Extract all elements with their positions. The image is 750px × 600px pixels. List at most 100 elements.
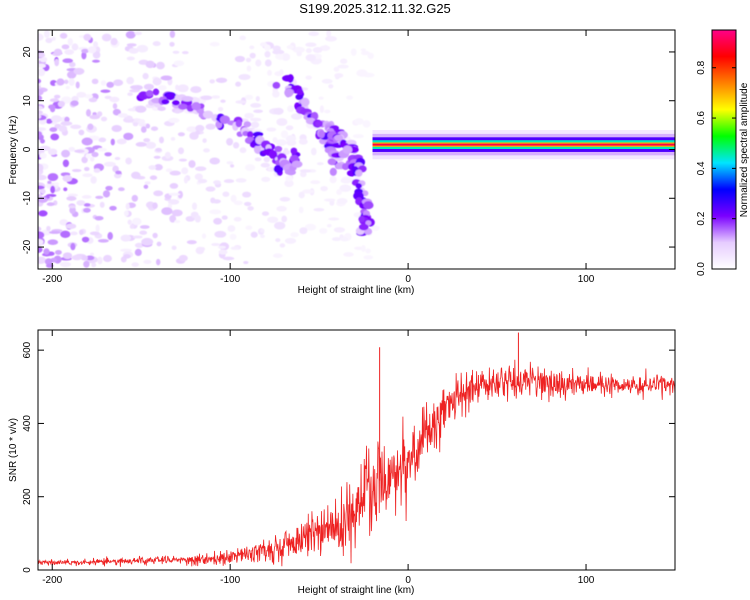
spectrogram-blob (81, 156, 88, 164)
spectrogram-blob (295, 94, 304, 100)
spectrogram-blob (363, 201, 374, 210)
spectrogram-blob (168, 192, 181, 196)
spectrogram-blob (329, 176, 337, 184)
snr-ticks: -200 -100 0 100 0 200 400 600 (22, 330, 675, 586)
spectrogram-blob (129, 224, 135, 229)
spectrogram-blob (66, 196, 77, 201)
spectrogram-blob (103, 161, 116, 167)
spectrogram-blob (126, 76, 135, 85)
spectrogram-blob (177, 132, 185, 137)
spectrogram-blob (83, 260, 90, 268)
spectrogram-blob (350, 48, 357, 56)
spectrogram-blob (318, 227, 328, 234)
spectrogram-blob (53, 48, 63, 57)
spectrogram-blob (90, 176, 97, 184)
spectrogram-blob (70, 231, 78, 236)
spectrogram-blob (211, 95, 221, 99)
spectrogram-blob (287, 105, 294, 113)
spectrogram-blob (328, 84, 334, 89)
spectrogram-blob (276, 205, 287, 212)
spectrogram-blob (169, 214, 177, 223)
spectrogram-blob (70, 242, 76, 251)
spectrogram-blob (292, 79, 297, 86)
spectrogram-blob (56, 78, 65, 86)
spectrogram-blob (94, 216, 104, 221)
spectrogram-blob (84, 94, 94, 99)
spectrogram-blob (47, 180, 52, 185)
spectrogram-blob (164, 151, 171, 159)
spectrogram-blob (71, 95, 79, 102)
spectrogram-xtick-label: 100 (578, 274, 595, 285)
spectrogram-blob (50, 106, 56, 113)
spectrogram-blob (138, 119, 146, 124)
spectrogram-blob (49, 127, 58, 132)
spectrogram-blob (134, 31, 142, 36)
spectrogram-blob (142, 72, 149, 80)
spectrogram-blob (352, 134, 364, 139)
spectrogram-blob (78, 129, 85, 136)
spectrogram-blob (279, 197, 291, 202)
spectrogram-ytick-label: 0 (22, 146, 33, 152)
spectrogram-blob (315, 120, 324, 127)
spectrogram-blob (44, 258, 53, 266)
spectrogram-blob (233, 200, 243, 206)
spectrogram-blob (173, 60, 185, 67)
spectrogram-blob (264, 44, 271, 51)
spectrogram-blob (160, 75, 173, 81)
spectrogram-blob (331, 237, 342, 242)
spectrogram-tone-band (372, 143, 675, 146)
spectrogram-blob (64, 116, 70, 123)
colorbar-gradient (711, 29, 737, 270)
spectrogram-blob (143, 138, 151, 143)
spectrogram-blob (261, 176, 271, 183)
spectrogram-blob (281, 53, 291, 61)
spectrogram-blob (83, 207, 91, 213)
spectrogram-ytick-label: 10 (22, 95, 33, 107)
spectrogram-blob (102, 190, 111, 198)
spectrogram-blob (183, 176, 188, 184)
colorbar-ticks: 0.0 0.2 0.4 0.6 0.8 (696, 60, 736, 276)
spectrogram-blob (126, 56, 135, 61)
spectrogram-blob (64, 79, 69, 84)
colorbar-label: Normalized spectral amplitude (739, 82, 750, 217)
spectrogram-blob (199, 247, 206, 251)
spectrogram-blob (327, 158, 337, 166)
snr-background (38, 330, 675, 570)
spectrogram-blob (143, 184, 149, 189)
spectrogram-blob (174, 109, 181, 114)
spectrogram-blob (38, 164, 44, 172)
snr-xtick-label: -100 (220, 575, 240, 586)
spectrogram-blob (285, 125, 294, 131)
spectrogram-blob (98, 137, 107, 143)
spectrogram-blob (247, 206, 254, 211)
spectrogram-blob (143, 259, 152, 265)
spectrogram-blob (148, 165, 157, 170)
spectrogram-blob (54, 58, 60, 67)
spectrogram-xtick-label: -200 (42, 274, 62, 285)
spectrogram-blob (242, 191, 252, 198)
spectrogram-blob (276, 118, 288, 126)
spectrogram-blob (243, 260, 249, 265)
spectrogram-blob (159, 136, 164, 144)
spectrogram-blob (152, 77, 162, 86)
spectrogram-blob (120, 234, 132, 242)
spectrogram-blob (213, 217, 223, 225)
spectrogram-blob (73, 67, 85, 75)
spectrogram-blob (83, 33, 92, 41)
spectrogram-blob (39, 56, 48, 63)
spectrogram-blob (337, 64, 349, 69)
spectrogram-blob (118, 187, 125, 192)
spectrogram-blob (115, 170, 122, 175)
spectrogram-blob (261, 211, 270, 216)
spectrogram-blob (365, 220, 372, 226)
spectrogram-x-axis-label: Height of straight line (km) (298, 285, 415, 296)
spectrogram-blob (59, 261, 72, 268)
spectrogram-blob (171, 209, 183, 217)
spectrogram-blob (38, 131, 43, 137)
spectrogram-blob (43, 248, 50, 255)
spectrogram-blob (320, 185, 328, 192)
spectrogram-blob (38, 114, 42, 119)
spectrogram-blob (299, 169, 312, 173)
spectrogram-blob (190, 86, 202, 94)
spectrogram-blob (201, 233, 207, 239)
